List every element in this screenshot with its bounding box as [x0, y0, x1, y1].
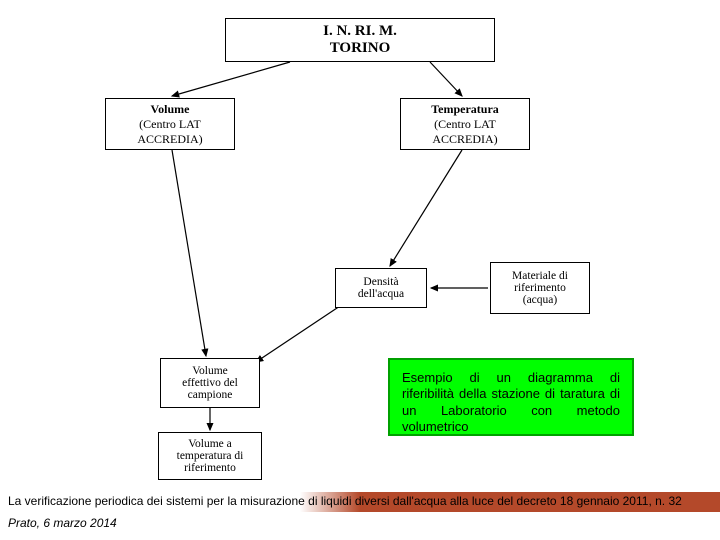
edge-temperatura-densita [390, 150, 462, 266]
edge-densita-voleff [256, 306, 340, 362]
footer-line2: Prato, 6 marzo 2014 [8, 516, 117, 530]
node-voleff-l2: effettivo del [182, 377, 238, 389]
edge-volume-voleff [172, 150, 206, 356]
node-materiale: Materiale di riferimento (acqua) [490, 262, 590, 314]
node-volume-l3: ACCREDIA) [137, 132, 202, 147]
node-materiale-l1: Materiale di [512, 270, 568, 282]
node-densita: Densità dell'acqua [335, 268, 427, 308]
node-volume-l2: (Centro LAT [139, 117, 201, 132]
node-voltemp-l3: riferimento [184, 462, 236, 474]
slide-page: I. N. RI. M. TORINO Volume (Centro LAT A… [0, 0, 720, 540]
node-voltemp-l2: temperatura di [177, 450, 244, 462]
footer-line1: La verificazione periodica dei sistemi p… [8, 494, 682, 508]
node-temperatura-l2: (Centro LAT [434, 117, 496, 132]
node-temperatura-l1: Temperatura [431, 102, 499, 117]
node-volume-l1: Volume [151, 102, 190, 117]
node-root: I. N. RI. M. TORINO [225, 18, 495, 62]
edge-root-temperatura [430, 62, 462, 96]
node-root-l1: I. N. RI. M. [323, 23, 397, 40]
node-materiale-l3: (acqua) [523, 294, 557, 306]
node-densita-l1: Densità [363, 276, 398, 288]
node-vol-eff: Volume effettivo del campione [160, 358, 260, 408]
edge-root-volume [172, 62, 290, 96]
footer: La verificazione periodica dei sistemi p… [0, 486, 720, 540]
node-vol-temp: Volume a temperatura di riferimento [158, 432, 262, 480]
node-voleff-l1: Volume [192, 365, 228, 377]
node-voleff-l3: campione [188, 389, 233, 401]
highlight-text: Esempio di un diagramma di riferibilità … [402, 370, 620, 434]
node-materiale-l2: riferimento [514, 282, 566, 294]
node-voltemp-l1: Volume a [188, 438, 232, 450]
node-volume: Volume (Centro LAT ACCREDIA) [105, 98, 235, 150]
node-temperatura-l3: ACCREDIA) [432, 132, 497, 147]
node-temperatura: Temperatura (Centro LAT ACCREDIA) [400, 98, 530, 150]
highlight-box: Esempio di un diagramma di riferibilità … [388, 358, 634, 436]
node-root-l2: TORINO [330, 40, 391, 57]
node-densita-l2: dell'acqua [358, 288, 404, 300]
